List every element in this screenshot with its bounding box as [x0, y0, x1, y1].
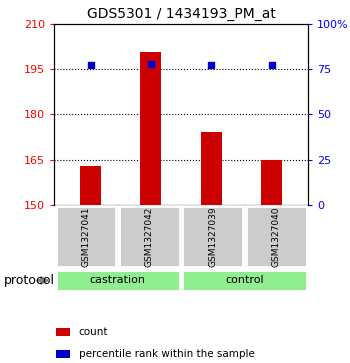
Text: GSM1327042: GSM1327042	[145, 207, 154, 267]
Bar	[119, 206, 180, 267]
Bar	[182, 206, 243, 267]
Bar	[80, 166, 101, 205]
Bar	[140, 52, 161, 205]
Bar	[201, 132, 222, 205]
Text: protocol: protocol	[4, 274, 55, 287]
Text: count: count	[79, 327, 108, 337]
Text: GSM1327040: GSM1327040	[272, 207, 281, 267]
Bar	[261, 160, 282, 205]
Text: control: control	[225, 276, 264, 285]
Title: GDS5301 / 1434193_PM_at: GDS5301 / 1434193_PM_at	[87, 7, 275, 21]
Bar	[56, 270, 180, 291]
Bar	[56, 206, 117, 267]
Bar	[182, 270, 307, 291]
Text: GSM1327039: GSM1327039	[208, 207, 217, 267]
Bar	[246, 206, 307, 267]
Text: castration: castration	[90, 276, 146, 285]
Text: GSM1327041: GSM1327041	[82, 207, 90, 267]
Text: percentile rank within the sample: percentile rank within the sample	[79, 349, 255, 359]
